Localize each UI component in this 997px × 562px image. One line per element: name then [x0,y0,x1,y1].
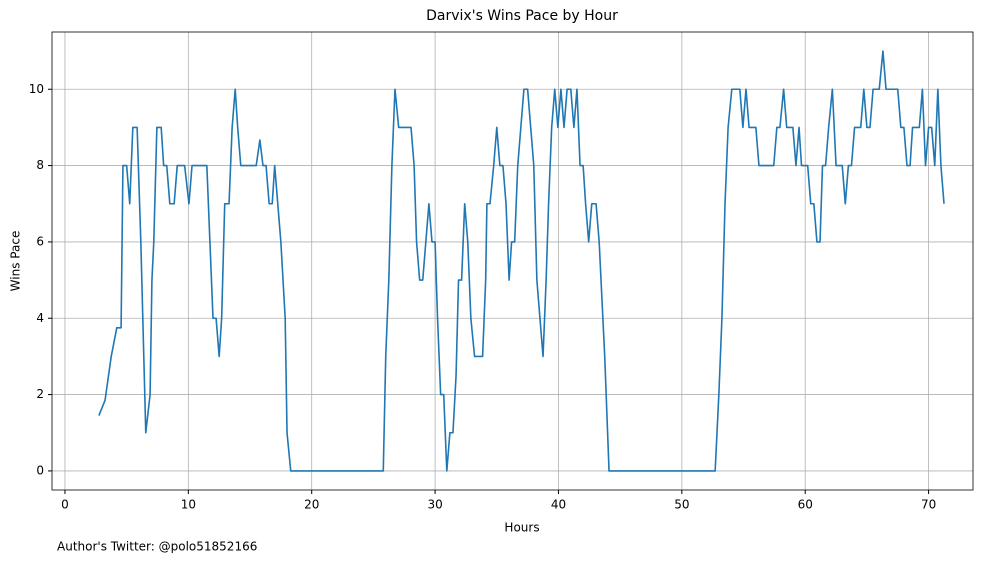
x-tick-label: 10 [181,498,196,512]
y-tick-label: 6 [36,234,44,248]
x-tick-label: 70 [921,498,936,512]
x-axis-label: Hours [504,521,539,535]
x-tick-label: 30 [427,498,442,512]
x-tick-label: 0 [61,498,69,512]
plot-frame [51,31,974,491]
y-tick-label: 2 [36,387,44,401]
y-tick-label: 4 [36,311,44,325]
x-tick-label: 50 [674,498,689,512]
y-axis-label: Wins Pace [9,231,23,292]
line [98,50,945,472]
annotation: Author's Twitter: @polo51852166 [57,540,257,554]
y-tick-label: 0 [36,463,44,477]
x-tick-label: 40 [551,498,566,512]
y-tick-label: 8 [36,158,44,172]
x-tick-label: 60 [798,498,813,512]
chart-title: Darvix's Wins Pace by Hour [426,8,618,24]
x-tick-label: 20 [304,498,319,512]
y-tick-label: 10 [29,82,44,96]
